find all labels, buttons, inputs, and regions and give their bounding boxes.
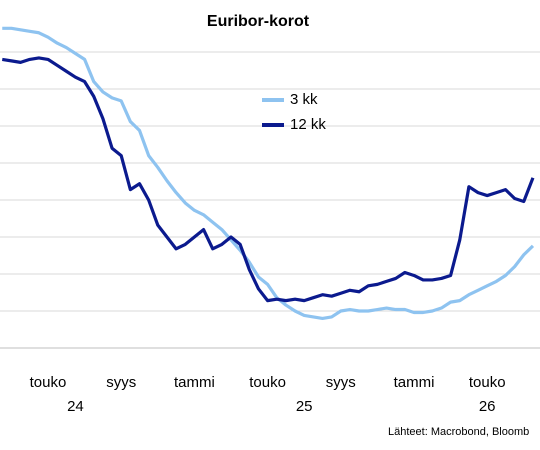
x-tick-label: touko — [469, 374, 506, 391]
series-line — [2, 26, 535, 320]
year-label: 24 — [67, 398, 84, 415]
chart-title: Euribor-korot — [207, 13, 310, 30]
source-note: Lähteet: Macrobond, Bloomb — [388, 426, 529, 438]
legend-label: 12 kk — [290, 116, 326, 133]
x-tick-label: touko — [249, 374, 286, 391]
x-tick-label: syys — [326, 374, 356, 391]
x-tick-label: syys — [106, 374, 136, 391]
series-line — [1, 56, 535, 303]
x-tick-label: tammi — [174, 374, 215, 391]
x-tick-label: tammi — [394, 374, 435, 391]
legend-label: 3 kk — [290, 91, 318, 108]
x-tick-label: touko — [30, 374, 67, 391]
year-label: 25 — [296, 398, 313, 415]
year-label: 26 — [479, 398, 496, 415]
